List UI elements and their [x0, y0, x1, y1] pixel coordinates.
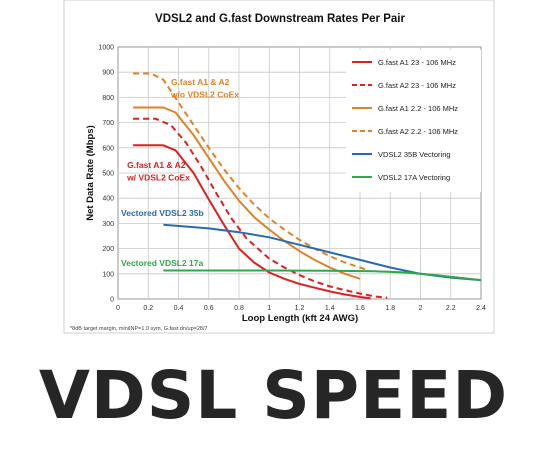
series-line [163, 269, 482, 282]
legend-label: G.fast A1 2.2 - 106 MHz [378, 104, 458, 113]
x-tick-label: 0.4 [174, 305, 184, 312]
x-tick-label: 1.6 [355, 305, 365, 312]
plot-annotation: G.fast A1 & A2 [171, 77, 230, 87]
y-tick-label: 600 [102, 145, 114, 152]
x-tick-label: 1.4 [325, 305, 335, 312]
series-line [133, 144, 371, 300]
x-tick-label: 0.2 [143, 305, 153, 312]
series-line [133, 117, 388, 299]
legend-label: VDSL2 17A Vectoring [378, 173, 450, 182]
plot-annotation: w/ VDSL2 CoEx [126, 173, 190, 183]
x-tick-label: 0.6 [204, 305, 214, 312]
x-tick-label: 0.8 [234, 305, 244, 312]
plot-annotation: Vectored VDSL2 17a [121, 258, 203, 268]
series-line [133, 72, 368, 271]
y-tick-label: 800 [102, 95, 114, 102]
banner-title: VDSL SPEED [38, 357, 509, 434]
plot-annotation: Vectored VDSL2 35b [121, 208, 204, 218]
x-tick-label: 1.8 [385, 305, 395, 312]
x-tick-label: 2.4 [476, 305, 486, 312]
y-tick-label: 400 [102, 196, 114, 203]
y-tick-label: 1000 [98, 45, 114, 52]
y-tick-label: 900 [102, 70, 114, 77]
chart-title: VDSL2 and G.fast Downstream Rates Per Pa… [155, 13, 405, 25]
x-tick-label: 0 [116, 305, 120, 312]
plot-annotation: w/o VDSL2 CoEx [170, 89, 239, 99]
series-line [133, 106, 361, 280]
x-tick-label: 2.2 [446, 305, 456, 312]
x-axis-label: Loop Length (kft 24 AWG) [242, 313, 358, 324]
legend-label: G.fast A1 23 - 106 MHz [378, 58, 456, 67]
x-tick-label: 2 [419, 305, 423, 312]
plot-annotation: G.fast A1 & A2 [127, 160, 186, 170]
legend-label: G.fast A2 23 - 106 MHz [378, 81, 456, 90]
y-tick-label: 300 [102, 221, 114, 228]
y-tick-label: 0 [110, 297, 114, 304]
y-tick-label: 100 [102, 271, 114, 278]
footnote: *8dB target margin, miniINP=1.0 sym, G.f… [70, 326, 208, 332]
x-tick-label: 1 [267, 305, 271, 312]
y-tick-label: 500 [102, 171, 114, 178]
line-chart: 0 0.2 0.4 0.6 0.8 1 1.2 1.4 1.6 1.8 2 2.2 2.4 0 100 200… [63, 0, 495, 334]
legend-label: VDSL2 35B Vectoring [378, 150, 451, 159]
x-tick-label: 1.2 [295, 305, 305, 312]
legend-box [346, 50, 481, 192]
legend-label: G.fast A2 2.2 - 106 MHz [378, 127, 458, 136]
y-tick-label: 200 [102, 246, 114, 253]
y-axis-label: Net Data Rate (Mbps) [85, 125, 96, 221]
y-tick-label: 700 [102, 120, 114, 127]
